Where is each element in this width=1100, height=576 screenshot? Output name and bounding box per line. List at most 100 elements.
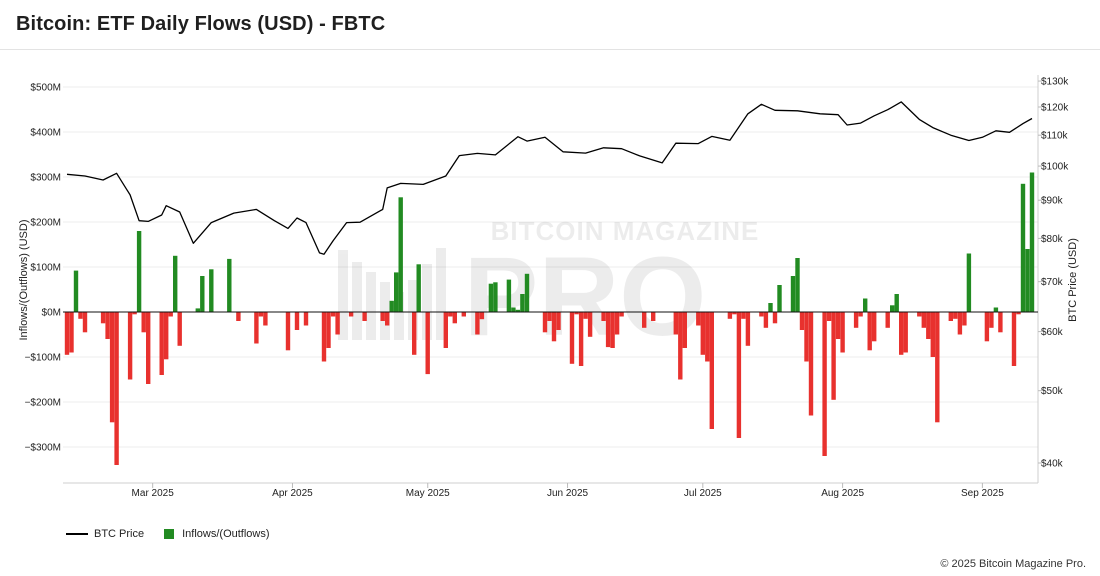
outflow-bar xyxy=(159,312,164,375)
outflow-bar xyxy=(64,312,70,355)
outflow-bar xyxy=(263,312,268,326)
outflow-bar xyxy=(709,312,714,429)
inflow-bar xyxy=(890,305,895,313)
outflow-bar xyxy=(587,312,593,337)
outflow-bar xyxy=(808,312,814,416)
outflow-bar xyxy=(479,312,485,320)
outflow-bar xyxy=(258,312,264,317)
outflow-bar xyxy=(736,312,742,438)
outflow-bar xyxy=(953,312,958,319)
outflow-bar xyxy=(425,312,430,375)
outflow-bar xyxy=(732,312,737,315)
outflow-bar xyxy=(601,312,606,321)
outflow-bar xyxy=(168,312,173,317)
legend-label-flows: Inflows/(Outflows) xyxy=(182,528,270,540)
inflow-bar xyxy=(1025,249,1030,312)
inflow-bar xyxy=(506,279,512,312)
copyright-text: © 2025 Bitcoin Magazine Pro. xyxy=(940,558,1086,570)
outflow-bar xyxy=(696,312,701,326)
inflow-bar xyxy=(389,300,394,313)
outflow-bar xyxy=(443,312,448,348)
y-right-tick-label: $80k xyxy=(1041,234,1064,245)
outflow-bar xyxy=(673,312,678,335)
outflow-bar xyxy=(917,312,922,317)
inflow-bar xyxy=(209,269,214,313)
inflow-bar xyxy=(1029,172,1035,312)
legend-bar-swatch xyxy=(164,529,175,539)
outflow-bar xyxy=(1016,312,1021,315)
outflow-bar xyxy=(146,312,151,384)
outflow-bar xyxy=(236,312,241,321)
chart-title: Bitcoin: ETF Daily Flows (USD) - FBTC xyxy=(16,13,386,35)
inflow-bar xyxy=(398,197,403,313)
outflow-bar xyxy=(678,312,683,380)
outflow-bar xyxy=(574,312,579,315)
inflow-bar xyxy=(524,273,530,313)
y-left-tick-label: −$300M xyxy=(25,443,61,454)
inflow-bar xyxy=(73,270,79,312)
inflow-bar xyxy=(863,298,868,312)
inflow-bar xyxy=(173,255,178,313)
inflow-bar xyxy=(394,272,399,312)
outflow-bar xyxy=(569,312,575,364)
outflow-bar xyxy=(362,312,367,321)
grid-lines xyxy=(63,86,1038,448)
inflow-bar xyxy=(200,276,205,312)
outflow-bar xyxy=(799,312,805,330)
inflow-bar xyxy=(790,276,796,312)
outflow-bar xyxy=(822,312,827,456)
legend-item-flows[interactable]: Inflows/(Outflows) xyxy=(164,528,270,540)
y-left-ticks: $500M $400M $300M $200M $100M $0M −$100M −$200M… xyxy=(25,83,61,454)
outflow-bar xyxy=(741,312,746,319)
inflow-bar xyxy=(768,303,773,312)
outflow-bar xyxy=(114,312,119,465)
chart: BITCOIN MAGAZINE PRO Mar 2025 Apr 2025 May… xyxy=(18,75,1079,499)
y-left-tick-label: $300M xyxy=(30,173,61,184)
y-right-tick-label: $130k xyxy=(1041,77,1069,88)
outflow-bar xyxy=(935,312,940,423)
y-right-tick-label: $120k xyxy=(1041,103,1069,114)
outflow-bar xyxy=(294,312,300,330)
legend-item-btc-price[interactable]: BTC Price xyxy=(66,528,144,540)
y-left-tick-label: $500M xyxy=(30,83,61,94)
y-left-tick-label: −$200M xyxy=(25,398,61,409)
outflow-bar xyxy=(100,312,106,324)
outflow-bar xyxy=(132,312,137,315)
inflow-bar xyxy=(993,307,999,312)
legend-label-btc-price: BTC Price xyxy=(94,528,145,540)
outflow-bar xyxy=(651,312,656,321)
y-left-axis-title: Inflows/(Outflows) (USD) xyxy=(18,219,30,340)
y-right-tick-label: $40k xyxy=(1041,459,1064,470)
legend: BTC Price Inflows/(Outflows) xyxy=(66,528,290,540)
outflow-bar xyxy=(385,312,390,326)
inflow-bar xyxy=(416,264,421,312)
x-tick-label: Jun 2025 xyxy=(547,488,589,499)
outflow-bar xyxy=(605,312,611,348)
outflow-bar xyxy=(989,312,994,328)
inflow-bar xyxy=(1020,183,1026,313)
outflow-bar xyxy=(1011,312,1017,366)
outflow-bar xyxy=(610,312,615,348)
inflow-bar xyxy=(511,307,516,312)
outflow-bar xyxy=(177,312,182,346)
outflow-bar xyxy=(127,312,133,380)
y-right-tick-label: $60k xyxy=(1041,327,1064,338)
inflow-bar xyxy=(488,283,494,313)
inflow-bar xyxy=(493,282,498,312)
outflow-bar xyxy=(998,312,1003,333)
x-tick-label: Mar 2025 xyxy=(132,488,175,499)
outflow-bar xyxy=(682,312,687,348)
inflow-bar xyxy=(515,309,521,313)
outflow-bar xyxy=(583,312,588,319)
outflow-bar xyxy=(452,312,457,324)
outflow-bar xyxy=(461,312,466,317)
outflow-bar xyxy=(82,312,88,333)
y-right-tick-label: $70k xyxy=(1041,277,1064,288)
outflow-bar xyxy=(899,312,904,355)
inflow-bar xyxy=(795,258,800,312)
outflow-bar xyxy=(105,312,110,339)
outflow-bar xyxy=(321,312,327,362)
outflow-bar xyxy=(542,312,548,333)
x-tick-label: Sep 2025 xyxy=(961,488,1004,499)
outflow-bar xyxy=(614,312,620,335)
